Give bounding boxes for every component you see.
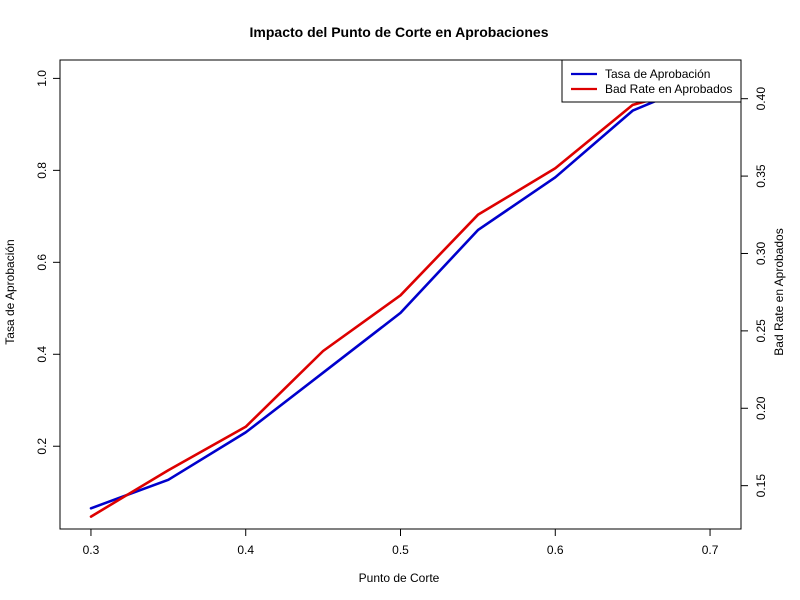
y-left-tick-label: 0.6 bbox=[35, 254, 49, 271]
legend: Tasa de Aprobación Bad Rate en Aprobados bbox=[561, 59, 742, 103]
plot-lines bbox=[89, 77, 712, 518]
x-axis-label: Punto de Corte bbox=[359, 571, 440, 585]
y-right-axis-label: Bad Rate en Aprobados bbox=[772, 228, 786, 355]
y-left-tick-label: 0.2 bbox=[35, 438, 49, 455]
legend-box bbox=[561, 59, 742, 103]
y-right-tick-label: 0.20 bbox=[754, 396, 768, 420]
series-line-bad-rate bbox=[89, 81, 712, 518]
y-right-tick-label: 0.30 bbox=[754, 241, 768, 265]
y-left-tick-label: 0.8 bbox=[35, 162, 49, 179]
y-right-tick-label: 0.35 bbox=[754, 164, 768, 188]
x-tick-label: 0.4 bbox=[237, 543, 254, 557]
y-right-tick-label: 0.25 bbox=[754, 319, 768, 343]
x-axis: 0.3 0.4 0.5 0.6 0.7 bbox=[83, 529, 719, 557]
series-line-approval-rate bbox=[89, 77, 712, 510]
chart-title: Impacto del Punto de Corte en Aprobacion… bbox=[250, 24, 549, 40]
y-left-tick-label: 1.0 bbox=[35, 70, 49, 87]
x-tick-label: 0.3 bbox=[83, 543, 100, 557]
y-left-axis: 0.2 0.4 0.6 0.8 1.0 bbox=[35, 70, 60, 455]
y-right-axis: 0.15 0.20 0.25 0.30 0.35 0.40 bbox=[741, 87, 768, 498]
x-tick-label: 0.5 bbox=[392, 543, 409, 557]
legend-label-approval-rate: Tasa de Aprobación bbox=[605, 67, 710, 81]
x-tick-label: 0.7 bbox=[702, 543, 719, 557]
legend-label-bad-rate: Bad Rate en Aprobados bbox=[605, 82, 732, 96]
x-tick-label: 0.6 bbox=[547, 543, 564, 557]
y-right-tick-label: 0.40 bbox=[754, 87, 768, 111]
y-left-tick-label: 0.4 bbox=[35, 346, 49, 363]
y-left-axis-label: Tasa de Aprobación bbox=[3, 239, 17, 344]
y-right-tick-label: 0.15 bbox=[754, 474, 768, 498]
